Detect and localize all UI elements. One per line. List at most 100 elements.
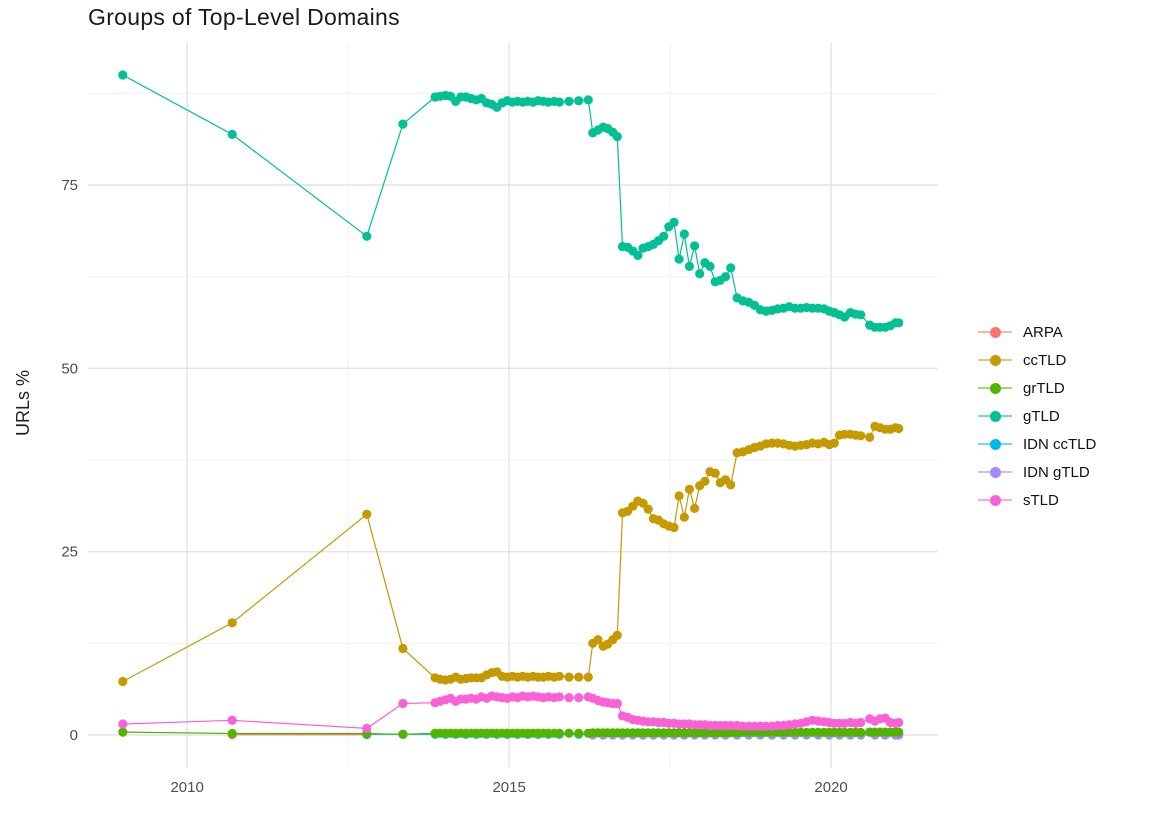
- legend-item-gtld: gTLD: [978, 402, 1096, 430]
- series-point-cctld: [690, 503, 700, 513]
- series-point-cctld: [227, 618, 237, 628]
- series-point-gtld: [669, 217, 679, 227]
- series-point-stld: [227, 715, 237, 725]
- legend: ARPA ccTLD grTLD gTLD IDN ccTLD IDN gTLD sTLD: [978, 318, 1096, 514]
- series-point-stld: [726, 720, 736, 731]
- legend-item-idn-gtld: IDN gTLD: [978, 458, 1096, 486]
- legend-item-idn-cctld: IDN ccTLD: [978, 430, 1096, 458]
- legend-key-icon: [978, 350, 1012, 370]
- series-point-stld: [574, 693, 584, 703]
- legend-key-dot: [990, 355, 1001, 366]
- legend-item-cctld: ccTLD: [978, 346, 1096, 374]
- legend-label: IDN gTLD: [1023, 463, 1090, 481]
- series-point-gtld: [695, 269, 705, 279]
- series-point-gtld: [856, 310, 866, 320]
- series-point-cctld: [700, 476, 710, 486]
- legend-label: sTLD: [1023, 491, 1059, 509]
- series-point-cctld: [583, 672, 593, 682]
- series-line-gtld: [122, 74, 899, 328]
- legend-key-dot: [990, 495, 1001, 506]
- series-point-grtld: [574, 728, 584, 738]
- legend-key-icon: [978, 434, 1012, 454]
- series-point-gtld: [398, 119, 408, 129]
- series-point-gtld: [679, 229, 689, 239]
- series-point-cctld: [829, 438, 839, 448]
- x-tick-label: 2010: [170, 779, 203, 796]
- series-point-cctld: [564, 672, 574, 682]
- series-point-cctld: [643, 504, 653, 514]
- series-point-cctld: [593, 635, 603, 645]
- legend-item-stld: sTLD: [978, 486, 1096, 514]
- page-title: Groups of Top-Level Domains: [88, 4, 400, 30]
- series-point-cctld: [612, 630, 622, 640]
- series-point-gtld: [227, 129, 237, 139]
- legend-item-grtld: grTLD: [978, 374, 1096, 402]
- series-point-cctld: [398, 643, 408, 654]
- y-tick-label: 75: [61, 177, 78, 194]
- series-point-stld: [554, 692, 565, 702]
- legend-key-icon: [978, 406, 1012, 426]
- y-tick-label: 50: [61, 360, 78, 377]
- series-point-gtld: [633, 250, 643, 260]
- series-point-stld: [398, 698, 408, 709]
- legend-label: ccTLD: [1023, 351, 1067, 369]
- series-point-cctld: [679, 512, 689, 522]
- x-tick-label: 2015: [492, 779, 525, 796]
- legend-key-dot: [990, 411, 1001, 422]
- x-tick-label: 2020: [814, 779, 847, 796]
- legend-key-dot: [990, 383, 1001, 394]
- legend-key-dot: [990, 327, 1001, 338]
- series-point-gtld: [583, 95, 593, 105]
- series-point-grtld: [554, 728, 565, 738]
- series-point-cctld: [574, 672, 584, 682]
- series-point-gtld: [705, 261, 715, 271]
- series-point-stld: [564, 693, 574, 703]
- series-point-cctld: [674, 491, 684, 501]
- legend-key-icon: [978, 462, 1012, 482]
- series-point-gtld: [612, 132, 622, 142]
- series-point-cctld: [684, 484, 695, 494]
- series-point-grtld: [227, 728, 237, 739]
- series-point-gtld: [726, 263, 736, 273]
- series-point-gtld: [720, 272, 731, 282]
- series-point-gtld: [684, 261, 695, 271]
- series-point-grtld: [856, 727, 866, 738]
- legend-key-icon: [978, 322, 1012, 342]
- series-point-gtld: [659, 231, 669, 241]
- series-point-gtld: [894, 318, 904, 328]
- series-point-cctld: [726, 480, 736, 490]
- series-point-grtld: [894, 727, 904, 737]
- series-point-cctld: [894, 423, 904, 434]
- series-point-grtld: [564, 728, 574, 738]
- legend-label: grTLD: [1023, 379, 1065, 397]
- series-point-gtld: [118, 70, 128, 80]
- series-point-cctld: [554, 671, 565, 681]
- series-point-stld: [894, 717, 904, 728]
- series-point-stld: [362, 723, 372, 734]
- series-point-gtld: [564, 96, 574, 106]
- series-point-cctld: [669, 522, 679, 533]
- series-point-cctld: [865, 432, 875, 442]
- series-point-cctld: [710, 468, 720, 478]
- y-tick-label: 25: [61, 544, 78, 561]
- series-point-gtld: [362, 231, 372, 241]
- series-point-gtld: [574, 96, 584, 106]
- series-point-stld: [612, 698, 622, 709]
- series-point-cctld: [118, 676, 128, 687]
- legend-key-dot: [990, 439, 1001, 450]
- series-point-stld: [118, 719, 128, 729]
- legend-label: ARPA: [1023, 323, 1063, 341]
- legend-key-dot: [990, 467, 1001, 478]
- series-point-gtld: [690, 241, 700, 251]
- series-point-gtld: [674, 254, 684, 264]
- series-point-cctld: [856, 431, 866, 441]
- legend-label: IDN ccTLD: [1023, 435, 1097, 453]
- series-point-cctld: [362, 509, 372, 519]
- legend-label: gTLD: [1023, 407, 1060, 425]
- legend-item-arpa: ARPA: [978, 318, 1096, 346]
- series-point-gtld: [554, 97, 565, 107]
- series-point-grtld: [118, 727, 128, 737]
- series-point-grtld: [726, 728, 736, 738]
- series-point-stld: [856, 717, 866, 728]
